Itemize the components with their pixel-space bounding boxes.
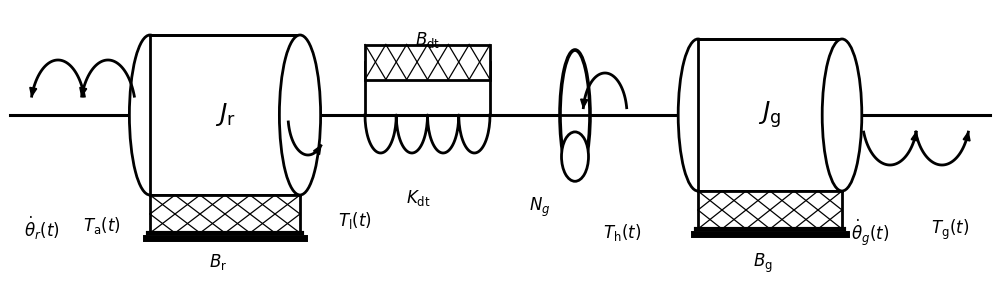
Text: $B_\mathrm{dt}$: $B_\mathrm{dt}$ <box>415 30 441 50</box>
Ellipse shape <box>562 132 588 181</box>
Polygon shape <box>963 132 970 141</box>
Ellipse shape <box>560 50 590 180</box>
Bar <box>150 35 300 195</box>
Text: $N_g$: $N_g$ <box>529 196 551 219</box>
Bar <box>150 195 300 233</box>
Polygon shape <box>314 146 321 155</box>
Text: $J_\mathrm{r}$: $J_\mathrm{r}$ <box>215 102 235 128</box>
Text: $B_\mathrm{r}$: $B_\mathrm{r}$ <box>209 252 227 272</box>
Bar <box>365 44 490 79</box>
Ellipse shape <box>678 39 718 191</box>
Polygon shape <box>80 87 87 96</box>
Text: $B_\mathrm{g}$: $B_\mathrm{g}$ <box>753 252 773 275</box>
Text: $K_\mathrm{dt}$: $K_\mathrm{dt}$ <box>406 188 430 208</box>
Ellipse shape <box>129 35 171 195</box>
Ellipse shape <box>822 39 862 191</box>
Polygon shape <box>581 99 588 108</box>
Text: $J_\mathrm{g}$: $J_\mathrm{g}$ <box>758 100 782 130</box>
Bar <box>698 39 842 191</box>
Text: $\dot{\theta}_r(t)$: $\dot{\theta}_r(t)$ <box>24 215 60 242</box>
Bar <box>698 191 842 229</box>
Ellipse shape <box>279 35 321 195</box>
Polygon shape <box>911 132 918 141</box>
Text: $T_\mathrm{a}(t)$: $T_\mathrm{a}(t)$ <box>83 215 121 236</box>
Text: $\dot{\theta}_g(t)$: $\dot{\theta}_g(t)$ <box>851 218 889 248</box>
Text: $T_\mathrm{h}(t)$: $T_\mathrm{h}(t)$ <box>603 222 641 243</box>
Text: $T_\mathrm{l}(t)$: $T_\mathrm{l}(t)$ <box>338 210 372 231</box>
Polygon shape <box>30 87 37 96</box>
Text: $T_\mathrm{g}(t)$: $T_\mathrm{g}(t)$ <box>931 218 969 242</box>
